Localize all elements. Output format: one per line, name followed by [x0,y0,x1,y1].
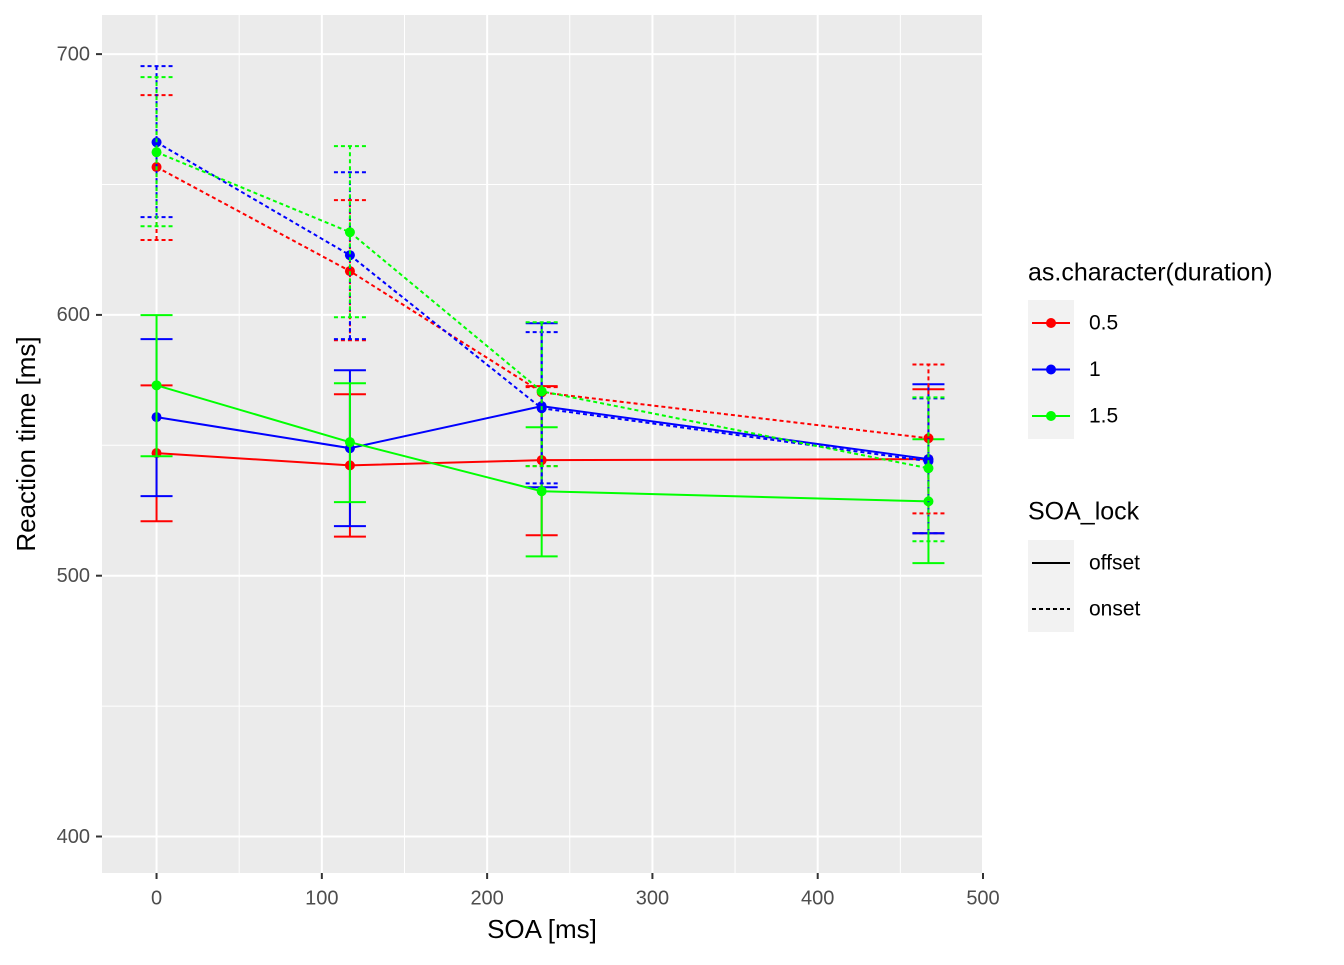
x-tick-label: 500 [966,887,999,909]
data-point [151,137,162,148]
x-tick-label: 200 [470,887,503,909]
x-tick-label: 400 [801,887,834,909]
x-tick-label: 300 [636,887,669,909]
legend-key-point [1046,364,1056,375]
data-point [923,463,934,474]
data-point [536,486,547,497]
series-line [156,384,929,503]
legend: as.character(duration) 0.5 1 1.5 SOA_lockoff… [1028,259,1273,632]
legend-label: onset [1089,598,1141,621]
data-point [344,250,355,261]
legend-label: 0.5 [1089,312,1118,335]
y-tick-label: 700 [57,43,90,65]
legend-label: offset [1089,552,1140,575]
data-point [151,380,162,391]
data-point [536,386,547,397]
y-axis-title: Reaction time [ms] [11,336,41,551]
y-tick-label: 600 [57,304,90,326]
marks [140,65,945,565]
x-tick-label: 100 [305,887,338,909]
series-line [156,452,929,467]
legend-title: SOA_lock [1028,498,1140,526]
data-point [344,266,355,277]
x-axis-title: SOA [ms] [487,914,597,944]
legend-key-point [1046,411,1056,421]
legend-label: 1 [1089,358,1101,381]
series-line [156,141,929,463]
legend-key-point [1046,318,1056,328]
y-tick-label: 500 [57,565,90,587]
y-tick-label: 400 [57,826,90,848]
data-point [344,437,355,448]
legend-label: 1.5 [1089,405,1118,428]
legend-key-background [1028,540,1074,632]
data-point [151,147,162,158]
legend-title: as.character(duration) [1028,259,1273,287]
x-tick-label: 0 [151,887,162,909]
series-line [156,405,929,461]
data-point [344,227,355,238]
